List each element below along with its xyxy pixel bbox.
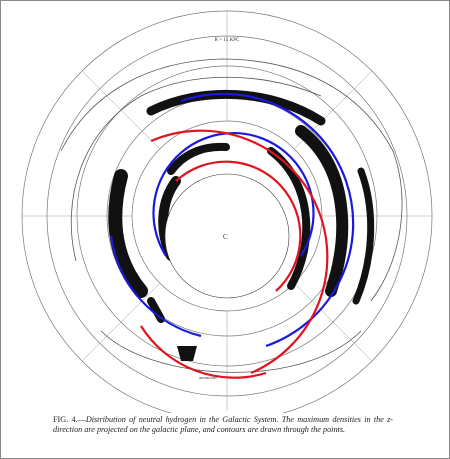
caption-text: Distribution of neutral hydrogen in the …	[53, 415, 393, 434]
spiral-overlays	[109, 92, 355, 379]
center-label: C	[223, 233, 228, 241]
radial-lines	[22, 11, 432, 411]
scale-label: R = 15 KPC	[215, 38, 240, 43]
contours	[60, 58, 403, 373]
caption-label: FIG. 4.—	[53, 415, 86, 424]
density-scale-icon	[177, 346, 197, 361]
inner-region	[164, 173, 290, 299]
density-unit: atoms/cm³	[199, 375, 218, 380]
figure: R = 15 KPC C atoms/cm³	[21, 10, 433, 413]
caption: FIG. 4.—Distribution of neutral hydrogen…	[53, 415, 393, 435]
